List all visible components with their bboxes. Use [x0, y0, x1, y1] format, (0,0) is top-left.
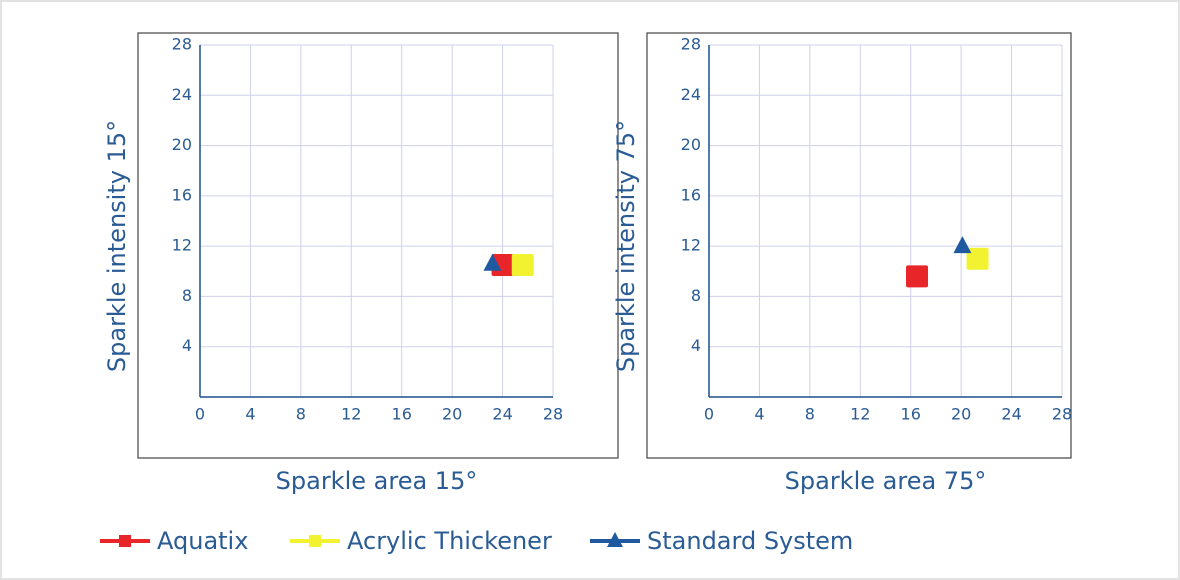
- y-axis-title: Sparkle intensity 75°: [612, 120, 640, 372]
- x-tick-label: 8: [296, 405, 306, 424]
- point: [953, 236, 972, 254]
- x-tick-label: 28: [1052, 405, 1072, 424]
- x-tick-label: 4: [245, 405, 255, 424]
- x-axis-title: Sparkle area 75°: [785, 467, 987, 495]
- legend-marker: [607, 532, 623, 547]
- y-tick-label: 24: [681, 85, 701, 104]
- y-tick-label: 24: [172, 85, 192, 104]
- legend-marker: [309, 535, 321, 547]
- x-tick-label: 4: [754, 405, 764, 424]
- x-tick-label: 24: [1001, 405, 1021, 424]
- legend-label: Standard System: [647, 527, 853, 555]
- legend-label: Acrylic Thickener: [347, 527, 552, 555]
- x-tick-label: 12: [341, 405, 361, 424]
- legend-marker: [119, 535, 131, 547]
- x-axis-title: Sparkle area 15°: [276, 467, 478, 495]
- x-tick-label: 8: [805, 405, 815, 424]
- y-tick-label: 8: [182, 286, 192, 305]
- y-tick-label: 28: [681, 35, 701, 54]
- y-axis-title: Sparkle intensity 15°: [103, 120, 131, 372]
- point: [966, 247, 989, 270]
- point: [511, 254, 534, 276]
- y-tick-label: 20: [681, 135, 701, 154]
- point: [483, 253, 502, 271]
- x-tick-label: 0: [704, 405, 714, 424]
- x-tick-label: 16: [901, 405, 921, 424]
- y-tick-label: 20: [172, 135, 192, 154]
- plot-frame: [137, 32, 619, 459]
- plot-frame: [646, 32, 1072, 459]
- y-tick-label: 12: [172, 236, 192, 255]
- y-tick-label: 28: [172, 35, 192, 54]
- x-tick-label: 20: [951, 405, 971, 424]
- x-tick-label: 16: [392, 405, 412, 424]
- y-tick-label: 4: [691, 336, 701, 355]
- y-tick-label: 4: [182, 336, 192, 355]
- x-tick-label: 20: [442, 405, 462, 424]
- y-tick-label: 16: [681, 185, 701, 204]
- y-tick-label: 8: [691, 286, 701, 305]
- legend-label: Aquatix: [157, 527, 248, 555]
- x-tick-label: 12: [850, 405, 870, 424]
- y-tick-label: 16: [172, 185, 192, 204]
- point: [906, 265, 929, 288]
- x-tick-label: 24: [492, 405, 512, 424]
- x-tick-label: 28: [543, 405, 563, 424]
- y-tick-label: 12: [681, 236, 701, 255]
- x-tick-label: 0: [195, 405, 205, 424]
